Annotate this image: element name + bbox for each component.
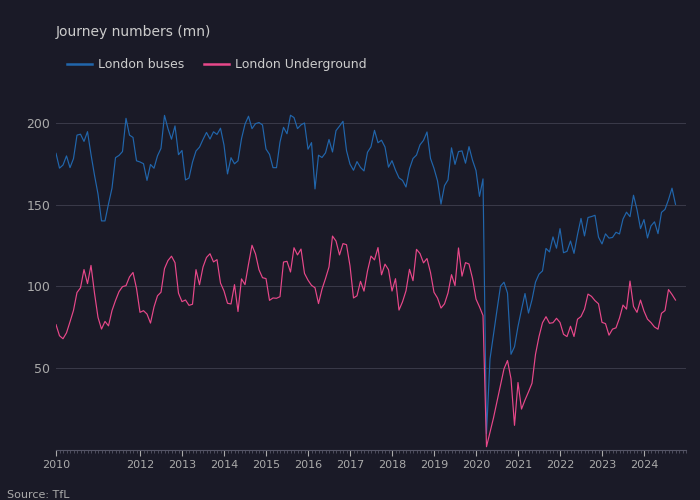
- Text: Journey numbers (mn): Journey numbers (mn): [56, 25, 211, 39]
- Legend: London buses, London Underground: London buses, London Underground: [62, 53, 372, 76]
- Text: Source: TfL: Source: TfL: [7, 490, 69, 500]
